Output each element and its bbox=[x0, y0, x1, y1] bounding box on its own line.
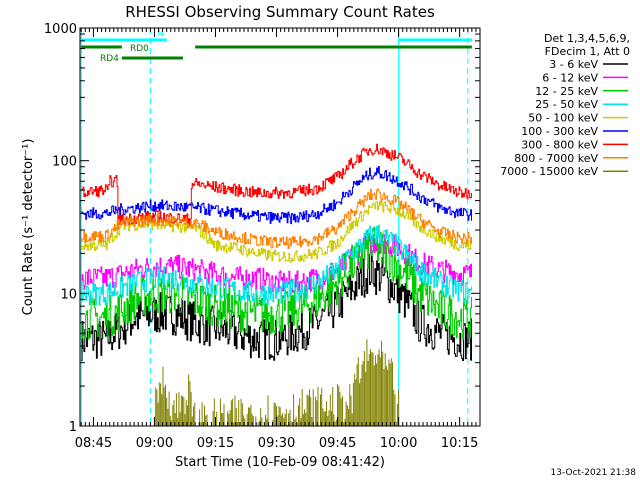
legend-label-50-100-kev: 50 - 100 keV bbox=[528, 112, 598, 125]
series-line-800-7000-kev bbox=[81, 188, 472, 250]
y-tick-label-10: 10 bbox=[60, 287, 77, 302]
y-tick-label-1000: 1000 bbox=[44, 22, 77, 37]
x-axis-label: Start Time (10-Feb-09 08:41:42) bbox=[175, 455, 385, 470]
x-tick-label-10:15: 10:15 bbox=[441, 436, 478, 451]
legend-label-25-50-kev: 25 - 50 keV bbox=[535, 98, 598, 111]
plot-frame bbox=[79, 27, 481, 427]
series-line-25-50-kev bbox=[81, 224, 472, 306]
legend-label-100-300-kev: 100 - 300 keV bbox=[521, 125, 598, 138]
series-line-12-25-kev bbox=[81, 226, 472, 340]
legend-label-800-7000-kev: 800 - 7000 keV bbox=[514, 152, 598, 165]
x-tick-label-09:15: 09:15 bbox=[197, 436, 234, 451]
legend-label-300-800-kev: 300 - 800 keV bbox=[521, 138, 598, 151]
x-tick-label-08:45: 08:45 bbox=[75, 436, 112, 451]
attenuator-label-rd4: RD4 bbox=[100, 54, 119, 64]
attenuator-label-rd0: RD0 bbox=[130, 44, 149, 54]
legend-header-line-2: FDecim 1, Att 0 bbox=[545, 45, 630, 58]
x-tick-label-09:00: 09:00 bbox=[136, 436, 173, 451]
y-axis-label: Count Rate (s⁻¹ detector⁻¹) bbox=[21, 139, 36, 316]
series-line-100-300-kev bbox=[81, 166, 472, 225]
x-tick-label-10:00: 10:00 bbox=[380, 436, 417, 451]
legend-label-6-12-kev: 6 - 12 keV bbox=[542, 71, 598, 84]
legend-label-7000-15000-kev: 7000 - 15000 keV bbox=[500, 165, 598, 178]
chart-title: RHESSI Observing Summary Count Rates bbox=[125, 3, 435, 21]
attenuator-label-n: N bbox=[157, 29, 164, 39]
time-markers bbox=[80, 28, 469, 426]
y-tick-label-1: 1 bbox=[69, 420, 77, 435]
legend: Det 1,3,4,5,6,9,FDecim 1, Att 03 - 6 keV… bbox=[500, 32, 630, 178]
legend-label-3-6-kev: 3 - 6 keV bbox=[549, 58, 598, 71]
x-axis-ticks: 08:45 09:00 09:15 09:30 09:45 10:00 10:15 bbox=[75, 28, 481, 451]
series-group bbox=[81, 143, 472, 426]
x-tick-label-09:45: 09:45 bbox=[319, 436, 356, 451]
attenuator-bars: N RD0 RD4 bbox=[81, 29, 472, 64]
y-tick-label-100: 100 bbox=[52, 155, 77, 170]
series-line-50-100-kev bbox=[81, 200, 472, 263]
x-tick-label-09:30: 09:30 bbox=[258, 436, 295, 451]
timestamp: 13-Oct-2021 21:38 bbox=[551, 468, 637, 478]
y-axis-ticks: 1 10 100 1000 bbox=[44, 22, 480, 435]
legend-header-line-1: Det 1,3,4,5,6,9, bbox=[544, 32, 630, 45]
legend-label-12-25-kev: 12 - 25 keV bbox=[535, 85, 598, 98]
